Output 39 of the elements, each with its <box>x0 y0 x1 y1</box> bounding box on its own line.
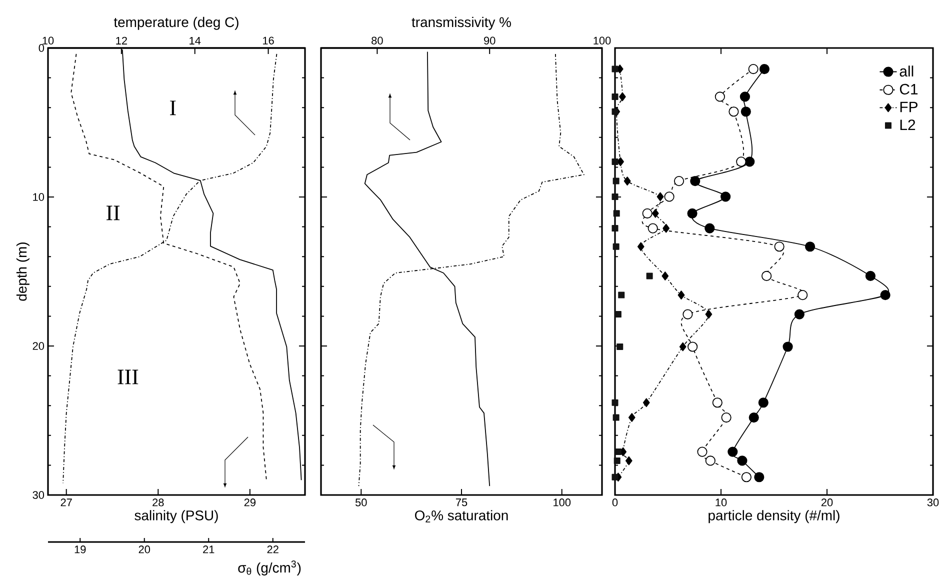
x2-axis-title: temperature (deg C) <box>114 16 238 30</box>
x-axis-title: σ$_{θ}$ (g/cm$^{3}$) <box>238 560 301 576</box>
x2-tick-label: 90 <box>484 36 496 44</box>
x-tick-label: 100 <box>554 498 571 506</box>
x2-tick-label: 80 <box>372 36 383 44</box>
x2-tick-label: 100 <box>594 36 611 44</box>
x-axis-title: salinity (PSU) <box>134 510 218 524</box>
y-tick-label: 0 <box>38 44 44 52</box>
x-tick-label: 21 <box>203 546 214 554</box>
annotation: I <box>170 100 176 116</box>
x2-axis-title: transmissivity % <box>412 16 511 30</box>
x-tick-label: 27 <box>60 498 72 506</box>
x-tick-label: 30 <box>927 498 939 506</box>
legend-label: all <box>900 66 914 77</box>
x-tick-label: 10 <box>716 498 727 506</box>
x2-tick-label: 12 <box>116 36 127 44</box>
x2-tick-label: 14 <box>190 36 201 44</box>
x-axis-title: particle density (#/ml) <box>708 510 840 524</box>
x-tick-label: 29 <box>244 498 256 506</box>
x-tick-label: 22 <box>267 546 278 554</box>
x-tick-label: 20 <box>138 546 150 554</box>
x-tick-label: 0 <box>612 498 618 506</box>
annotation: III <box>118 370 138 384</box>
y-tick-label: 20 <box>32 342 44 350</box>
x-tick-label: 19 <box>74 546 86 554</box>
legend-label: C1 <box>900 84 918 94</box>
y-axis-title: depth (m) <box>16 242 30 301</box>
x-tick-label: 50 <box>355 498 367 506</box>
x2-tick-label: 16 <box>263 36 274 44</box>
x-axis-title: O$_{2}$% saturation <box>415 510 508 522</box>
annotation: II <box>106 206 120 220</box>
y-tick-label: 10 <box>33 193 44 201</box>
x-tick-label: 75 <box>456 498 468 506</box>
x-tick-label: 20 <box>821 498 833 506</box>
y-tick-label: 30 <box>32 491 44 499</box>
legend-label: FP <box>900 102 918 112</box>
legend-label: L2 <box>900 120 916 130</box>
x2-tick-label: 10 <box>42 36 54 44</box>
x-tick-label: 28 <box>152 498 164 506</box>
